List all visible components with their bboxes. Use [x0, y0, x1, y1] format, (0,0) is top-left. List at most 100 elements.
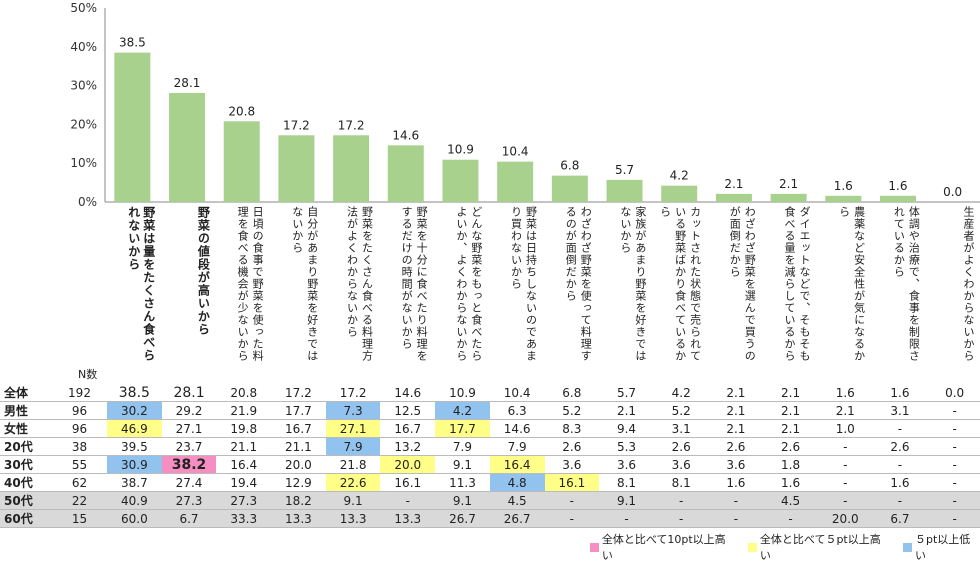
- legend-swatch: [748, 542, 757, 552]
- table-cell: 26.7: [489, 509, 545, 528]
- row-label: 50代: [0, 491, 52, 510]
- table-cell: 6.8: [544, 384, 600, 402]
- table-cell: 27.3: [216, 491, 272, 510]
- category-label: 野菜は日持ちしないのであまり買わないから: [509, 206, 538, 362]
- table-cell: 17.7: [271, 401, 326, 420]
- table-cell: 33.3: [216, 509, 272, 528]
- table-cell: 1.0: [817, 419, 873, 438]
- table-cell: 23.7: [161, 437, 217, 456]
- table-cell: 2.1: [708, 401, 764, 420]
- category-label: 野菜をたくさん食べる料理方法がよくわからないから: [345, 206, 374, 362]
- bar-value-label: 17.2: [338, 118, 365, 132]
- table-cell: 3.6: [544, 455, 600, 474]
- bar: [715, 193, 752, 202]
- table-cell: 17.2: [271, 384, 326, 402]
- y-tick-label: 20%: [70, 117, 97, 131]
- bar-value-label: 14.6: [392, 128, 419, 142]
- legend: 全体と比べて10pt以上高い 全体と比べて５pt以上高い ５pt以上低い: [590, 531, 980, 563]
- table-cell: 16.7: [271, 419, 326, 438]
- table-cell: -: [927, 419, 980, 438]
- table-cell: 8.3: [544, 419, 600, 438]
- table-cell: 1.6: [708, 473, 764, 492]
- table-cell: 3.6: [708, 455, 764, 474]
- row-label: 20代: [0, 437, 52, 456]
- table-cell: 20.0: [271, 455, 326, 474]
- table-cell: 5.2: [653, 401, 709, 420]
- table-cell: 20.8: [216, 384, 272, 402]
- table-cell: 8.1: [599, 473, 654, 492]
- category-label: ダイエットなどで、そもそも食べる量を減らしているから: [782, 206, 811, 362]
- table-cell: 13.2: [380, 437, 436, 456]
- bar: [825, 195, 862, 202]
- bar-value-label: 38.5: [119, 36, 146, 50]
- table-cell: 2.6: [763, 437, 818, 456]
- table-cell: -: [817, 455, 873, 474]
- table-cell: 5.3: [599, 437, 654, 456]
- table-cell: 2.1: [708, 419, 764, 438]
- table-cell: 2.1: [763, 384, 818, 402]
- table-cell: -: [708, 491, 764, 510]
- bar-value-label: 28.1: [174, 76, 201, 90]
- legend-item: 全体と比べて５pt以上高い: [748, 531, 889, 563]
- table-cell: 12.5: [380, 401, 436, 420]
- table-cell: 2.1: [708, 384, 764, 402]
- bar-value-label: 5.7: [615, 163, 634, 177]
- legend-swatch: [590, 542, 599, 552]
- bar-value-label: 6.8: [560, 159, 579, 173]
- table-cell: 38.7: [107, 473, 162, 492]
- table-cell: 7.9: [489, 437, 545, 456]
- table-cell: -: [817, 473, 873, 492]
- bar-value-label: 2.1: [724, 177, 743, 191]
- data-table: 全体 192 38.5 28.1 20.8 17.2 17.2 14.6 10.9 10.4 6.8…: [0, 384, 980, 528]
- table-cell: 3.1: [872, 401, 928, 420]
- bar: [333, 135, 370, 202]
- bar-value-label: 1.6: [888, 179, 907, 193]
- table-cell: -: [763, 509, 818, 528]
- category-label: 野菜の値段が高いから: [196, 206, 211, 336]
- table-cell: 10.4: [489, 384, 545, 402]
- category-label: 家族があまり野菜を好きではないから: [618, 206, 647, 362]
- table-cell: 20.0: [817, 509, 873, 528]
- table-cell: 14.6: [380, 384, 436, 402]
- table-cell: 13.3: [325, 509, 381, 528]
- table-cell: 13.3: [380, 509, 436, 528]
- table-cell: 7.9: [325, 437, 381, 456]
- bar: [497, 161, 534, 202]
- table-cell: 60.0: [107, 509, 162, 528]
- legend-label: 全体と比べて10pt以上高い: [601, 533, 726, 562]
- table-cell: 1.6: [817, 384, 873, 402]
- category-label: わざわざ野菜を使って料理するのが面倒だから: [564, 206, 593, 362]
- table-cell: 2.1: [763, 419, 818, 438]
- table-cell: 27.1: [325, 419, 381, 438]
- table-cell: -: [872, 491, 928, 510]
- bar: [606, 179, 643, 202]
- table-cell: 29.2: [161, 401, 217, 420]
- table-cell: 2.1: [763, 401, 818, 420]
- table-row: 全体 192 38.5 28.1 20.8 17.2 17.2 14.6 10.9 10.4 6.8…: [0, 384, 980, 402]
- table-cell: 18.2: [271, 491, 326, 510]
- table-cell: -: [653, 509, 709, 528]
- category-label: どんな野菜をもっと食べたらよいか、よくわからないから: [454, 206, 483, 362]
- category-label: 体調や治療で、食事を制限されているから: [892, 206, 921, 362]
- table-cell: 1.6: [763, 473, 818, 492]
- table-cell: 2.1: [817, 401, 873, 420]
- table-cell: 9.1: [435, 491, 490, 510]
- table-cell: -: [380, 491, 436, 510]
- category-label: 農薬など安全性が気になるから: [837, 206, 866, 362]
- table-cell: 38.2: [161, 455, 217, 474]
- table-cell: 27.3: [161, 491, 217, 510]
- bar: [114, 52, 151, 203]
- table-cell: 27.4: [161, 473, 217, 492]
- table-cell: -: [817, 437, 873, 456]
- bar-chart: 50% 40% 30% 20% 10% 0% 38.5 28.1 20.8 17.2 17.2 14.…: [70, 1, 980, 209]
- table-row: 50代 22 40.9 27.3 27.3 18.2 9.1-9.1 4.5-9.1- -4.5…: [0, 491, 980, 510]
- table-cell: 30.2: [107, 401, 162, 420]
- category-label: 自分があまり野菜を好きではないから: [290, 206, 319, 362]
- table-cell: 4.2: [653, 384, 709, 402]
- table-cell: 6.7: [872, 509, 928, 528]
- category-label: 生産者がよくわからないから: [962, 206, 975, 362]
- table-cell: -: [653, 491, 709, 510]
- table-cell: 19.8: [216, 419, 272, 438]
- table-cell: 21.1: [216, 437, 272, 456]
- table-cell: 2.6: [708, 437, 764, 456]
